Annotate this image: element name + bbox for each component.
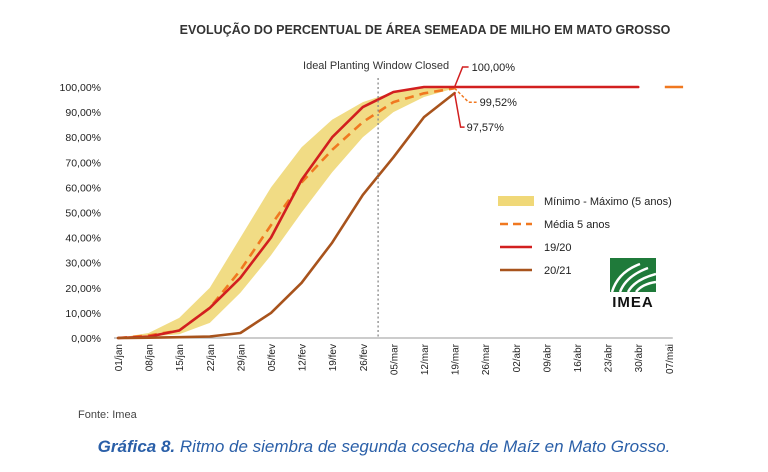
y-axis: 0,00% 10,00% 20,00% 30,00% 40,00% 50,00% 60,00… <box>60 82 101 345</box>
x-tick-label: 16/abr <box>573 343 584 372</box>
y-tick-label: 100,00% <box>60 82 101 94</box>
legend-swatch-band <box>498 196 534 206</box>
caption-text: Ritmo de siembra de segunda cosecha de M… <box>175 437 671 456</box>
leader-100 <box>453 66 469 88</box>
x-tick-label: 12/mar <box>420 343 431 375</box>
leader-9757 <box>453 92 465 128</box>
y-tick-label: 50,00% <box>65 208 101 220</box>
x-tick-label: 26/fev <box>359 344 370 371</box>
y-tick-label: 10,00% <box>65 308 101 320</box>
annotation-20-21: 97,57% <box>467 122 505 134</box>
x-tick-label: 29/jan <box>236 344 247 371</box>
ideal-window-label: Ideal Planting Window Closed <box>303 60 449 72</box>
x-tick-label: 26/mar <box>481 343 492 375</box>
figure-caption: Gráfica 8. Ritmo de siembra de segunda c… <box>0 437 768 457</box>
x-tick-label: 05/mar <box>389 343 400 375</box>
source-note: Fonte: Imea <box>78 409 137 421</box>
band-min-max <box>118 87 455 338</box>
x-tick-label: 08/jan <box>145 344 156 371</box>
x-tick-label: 07/mai <box>665 344 676 374</box>
x-tick-label: 05/fev <box>267 344 278 371</box>
x-axis: 01/jan 08/jan 15/jan 22/jan 29/jan 05/fev 12/f… <box>114 337 676 375</box>
y-tick-label: 20,00% <box>65 283 101 295</box>
x-tick-label: 01/jan <box>114 344 125 371</box>
legend: Mínimo - Máximo (5 anos) Média 5 anos 19/2… <box>498 196 672 277</box>
legend-label-series: 20/21 <box>544 265 572 277</box>
legend-label-band: Mínimo - Máximo (5 anos) <box>544 196 672 208</box>
chart-title: EVOLUÇÃO DO PERCENTUAL DE ÁREA SEMEADA D… <box>180 22 671 37</box>
leader-9952 <box>454 87 477 103</box>
legend-label-series: 19/20 <box>544 242 572 254</box>
x-tick-label: 15/jan <box>175 344 186 371</box>
end-annotations: 100,00% 99,52% 97,57% <box>453 62 518 134</box>
x-tick-label: 22/jan <box>206 344 217 371</box>
y-tick-label: 40,00% <box>65 233 101 245</box>
annotation-19-20: 100,00% <box>472 62 516 74</box>
imea-logo-mark <box>610 258 656 292</box>
x-tick-label: 19/mar <box>451 343 462 375</box>
y-tick-label: 60,00% <box>65 182 101 194</box>
imea-logo-text: IMEA <box>612 294 654 311</box>
x-tick-label: 19/fev <box>328 344 339 371</box>
series-line-19-20 <box>116 85 640 340</box>
caption-label: Gráfica 8. <box>97 437 176 456</box>
plot-area <box>116 85 684 340</box>
x-tick-label: 23/abr <box>604 343 615 372</box>
x-tick-label: 12/fev <box>298 344 309 371</box>
y-tick-label: 80,00% <box>65 132 101 144</box>
x-tick-label: 02/abr <box>512 343 523 372</box>
x-tick-label: 09/abr <box>542 343 553 372</box>
y-tick-label: 70,00% <box>65 157 101 169</box>
ideal-window-line: Ideal Planting Window Closed <box>303 60 449 338</box>
imea-logo: IMEA <box>610 258 656 314</box>
x-tick-label: 30/abr <box>634 343 645 372</box>
legend-label-series: Média 5 anos <box>544 219 611 231</box>
chart: EVOLUÇÃO DO PERCENTUAL DE ÁREA SEMEADA D… <box>60 22 684 375</box>
series-line-20-21 <box>116 91 456 340</box>
y-tick-label: 0,00% <box>71 333 101 345</box>
annotation-media: 99,52% <box>480 97 518 109</box>
y-tick-label: 90,00% <box>65 107 101 119</box>
y-tick-label: 30,00% <box>65 258 101 270</box>
